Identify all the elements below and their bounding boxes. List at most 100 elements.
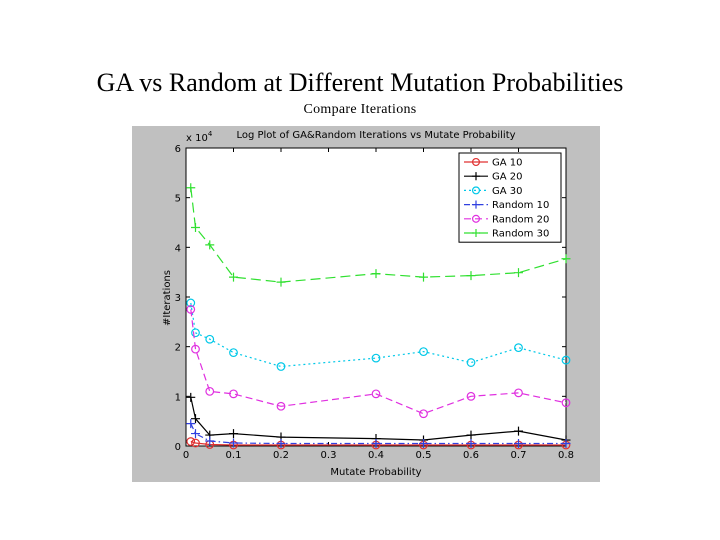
data-point [514,268,523,278]
data-point [276,277,286,287]
data-point [419,409,428,419]
data-point [186,183,196,193]
data-point [471,200,481,209]
series-ga-30 [186,298,571,371]
data-point [466,271,476,281]
chart-title: Log Plot of GA&Random Iterations vs Muta… [236,130,515,141]
data-point [419,272,428,282]
y-tick-label: 0 [175,442,181,453]
data-point [371,439,381,449]
x-tick-label: 0 [183,450,189,461]
x-axis-label: Mutate Probability [330,467,421,478]
y-axis-label: #Iterations [162,270,173,326]
data-point [229,438,238,448]
data-point [276,439,286,449]
y-tick-label: 2 [175,343,181,354]
data-point [514,439,523,449]
y-multiplier-exponent: 4 [208,130,213,138]
legend-label: GA 30 [492,186,523,197]
data-point [419,347,428,357]
data-point [186,305,196,314]
x-tick-label: 0.6 [463,450,479,461]
data-point [561,398,571,408]
legend: GA 10 GA 20 GA 30 Random 10 Random 20 Random … [458,152,562,243]
y-tick-label: 5 [175,194,181,205]
x-tick-label: 0.5 [416,450,432,461]
y-tick-label: 3 [175,293,181,304]
slide-subtitle: Compare Iterations [303,102,417,117]
data-point [471,157,481,167]
data-point [205,334,215,344]
series-line [190,187,567,283]
data-point [229,272,238,282]
data-point [514,388,523,398]
data-point [371,269,381,279]
data-point [191,414,200,424]
y-tick-label: 1 [175,392,181,403]
data-point [186,437,196,446]
series-line [190,309,567,415]
data-point [514,426,523,436]
chart-figure: 0 0.1 0.2 0.3 0.4 0.5 0.6 0.7 0.8 0 1 2 3 4 5 6 GA 10 GA… [132,126,600,482]
data-point [471,214,481,223]
data-point [186,298,196,308]
data-point [561,254,571,264]
data-point [186,392,196,402]
x-tick-label: 0.4 [368,450,384,461]
data-point [466,358,476,367]
data-point [205,436,215,446]
series-random-20 [186,305,571,419]
slide-title: GA vs Random at Different Mutation Proba… [96,68,624,97]
legend-item: Random 30 [464,229,549,240]
x-tick-label: 0.8 [558,450,574,461]
series-line [190,423,566,445]
data-point [471,172,481,181]
data-point [191,222,200,232]
legend-item: Random 20 [464,214,549,225]
data-point [419,439,428,449]
legend-label: Random 20 [492,214,549,225]
data-point [471,228,481,238]
data-point [371,353,381,363]
legend-label: Random 30 [492,229,549,240]
data-point [191,438,200,448]
y-multiplier-base: x 10 [186,133,208,144]
data-point [371,389,381,399]
series-line [190,440,566,446]
series-line [190,302,567,368]
data-point [229,429,238,439]
legend-label: GA 20 [492,172,523,183]
data-point [191,429,200,439]
y-tick-label: 4 [175,243,181,254]
data-point [514,343,523,353]
legend-item: GA 30 [464,186,523,197]
data-point [466,439,476,449]
legend-item: GA 10 [464,158,523,169]
data-point [471,186,481,195]
series-random-10 [186,419,571,449]
legend-label: GA 10 [492,158,523,169]
y-multiplier: x 104 [186,130,213,144]
y-tick-label: 6 [175,144,181,155]
x-tick-label: 0.7 [511,450,527,461]
data-point [205,240,215,250]
data-point [191,344,200,354]
legend-item: GA 20 [464,172,523,183]
legend-label: Random 10 [492,200,549,211]
data-point [276,401,286,411]
data-point [466,391,476,401]
x-tick-label: 0.1 [226,450,242,461]
data-point [205,386,215,396]
data-point [276,362,286,371]
legend-box [458,152,562,243]
x-tick-label: 0.2 [273,450,289,461]
legend-item: Random 10 [464,200,549,211]
series-group [186,183,571,450]
data-point [191,328,200,338]
series-random-30 [186,183,571,287]
x-tick-label: 0.3 [321,450,337,461]
data-point [229,389,238,399]
data-point [186,419,196,429]
data-point [229,348,238,358]
